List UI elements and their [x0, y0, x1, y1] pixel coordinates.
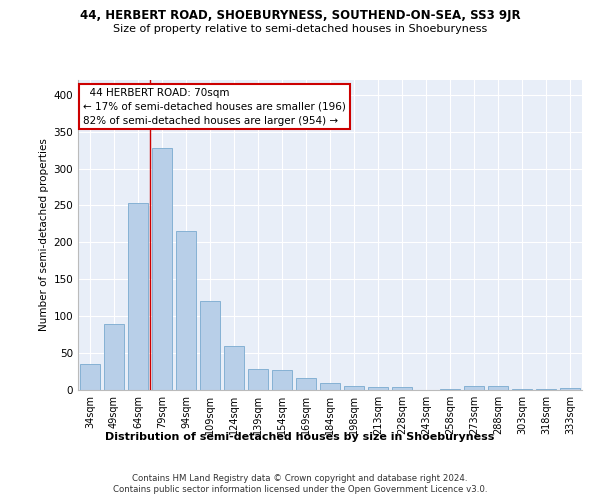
Text: Size of property relative to semi-detached houses in Shoeburyness: Size of property relative to semi-detach…: [113, 24, 487, 34]
Text: Contains public sector information licensed under the Open Government Licence v3: Contains public sector information licen…: [113, 485, 487, 494]
Bar: [200, 302, 220, 390]
Bar: [248, 370, 268, 390]
Bar: [488, 386, 508, 390]
Text: Contains HM Land Registry data © Crown copyright and database right 2024.: Contains HM Land Registry data © Crown c…: [132, 474, 468, 483]
Bar: [512, 388, 532, 390]
Bar: [368, 387, 388, 390]
Bar: [392, 387, 412, 390]
Text: 44 HERBERT ROAD: 70sqm
← 17% of semi-detached houses are smaller (196)
82% of se: 44 HERBERT ROAD: 70sqm ← 17% of semi-det…: [83, 88, 346, 126]
Bar: [104, 324, 124, 390]
Bar: [296, 378, 316, 390]
Text: 44, HERBERT ROAD, SHOEBURYNESS, SOUTHEND-ON-SEA, SS3 9JR: 44, HERBERT ROAD, SHOEBURYNESS, SOUTHEND…: [80, 9, 520, 22]
Text: Distribution of semi-detached houses by size in Shoeburyness: Distribution of semi-detached houses by …: [106, 432, 494, 442]
Bar: [344, 386, 364, 390]
Bar: [152, 148, 172, 390]
Bar: [272, 370, 292, 390]
Y-axis label: Number of semi-detached properties: Number of semi-detached properties: [39, 138, 49, 332]
Bar: [440, 388, 460, 390]
Bar: [224, 346, 244, 390]
Bar: [320, 382, 340, 390]
Bar: [560, 388, 580, 390]
Bar: [176, 232, 196, 390]
Bar: [464, 386, 484, 390]
Bar: [80, 364, 100, 390]
Bar: [128, 204, 148, 390]
